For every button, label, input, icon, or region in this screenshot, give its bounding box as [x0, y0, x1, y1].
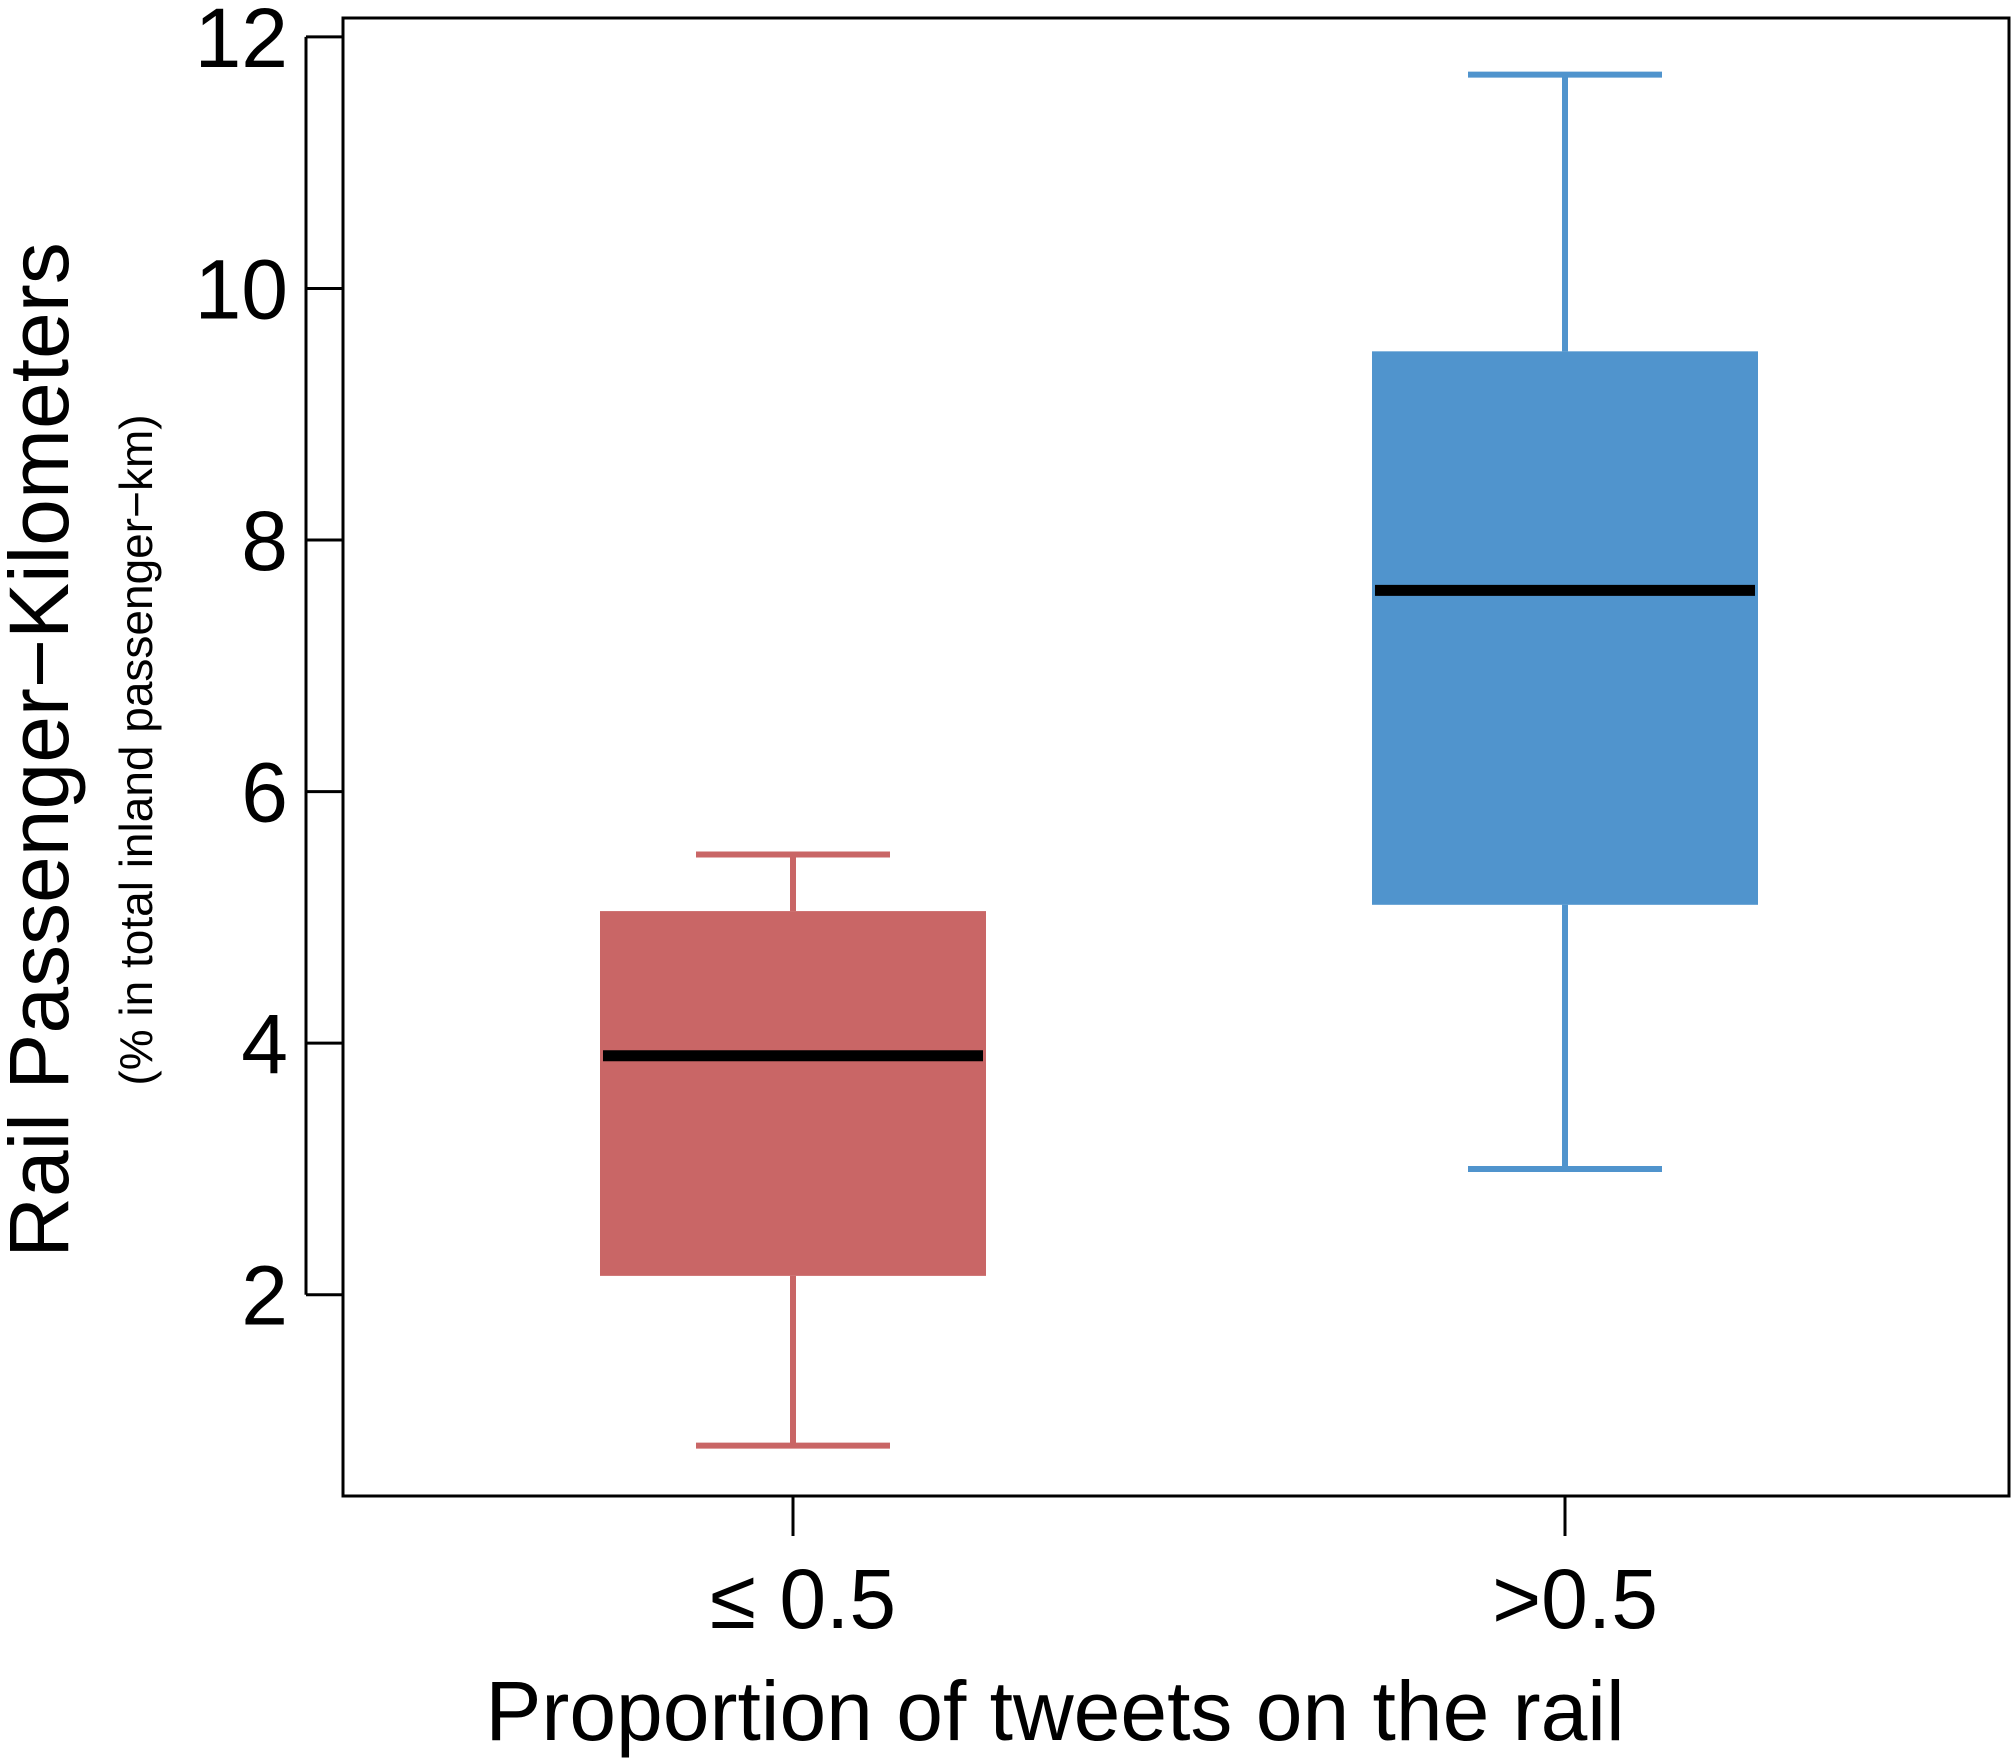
y-tick-label: 2	[241, 1249, 288, 1343]
y-axis-title-group: Rail Passenger−Kilometers (% in total in…	[0, 242, 162, 1257]
box-iqr	[1372, 351, 1758, 905]
y-tick-label: 4	[241, 997, 288, 1091]
y-tick-label: 10	[195, 242, 288, 336]
box-group	[600, 851, 986, 1449]
boxes	[600, 71, 1758, 1449]
x-axis-title: Proportion of tweets on the rail	[485, 1664, 1624, 1758]
y-axis: 2 4 6 8 10 12	[195, 0, 343, 1343]
plot-area	[341, 16, 2011, 1498]
box-iqr	[600, 911, 986, 1276]
x-axis: ≤ 0.5 >0.5	[710, 1496, 1658, 1646]
y-tick-label: 6	[241, 746, 288, 840]
box-group	[1372, 71, 1758, 1172]
y-tick-label: 12	[195, 0, 288, 85]
x-tick-label: ≤ 0.5	[710, 1552, 896, 1646]
y-axis-title: Rail Passenger−Kilometers	[0, 242, 86, 1257]
y-tick-label: 8	[241, 494, 288, 588]
x-tick-label: >0.5	[1492, 1552, 1658, 1646]
y-axis-subtitle: (% in total inland passenger−km)	[110, 414, 162, 1085]
plot-frame	[341, 16, 2011, 1498]
